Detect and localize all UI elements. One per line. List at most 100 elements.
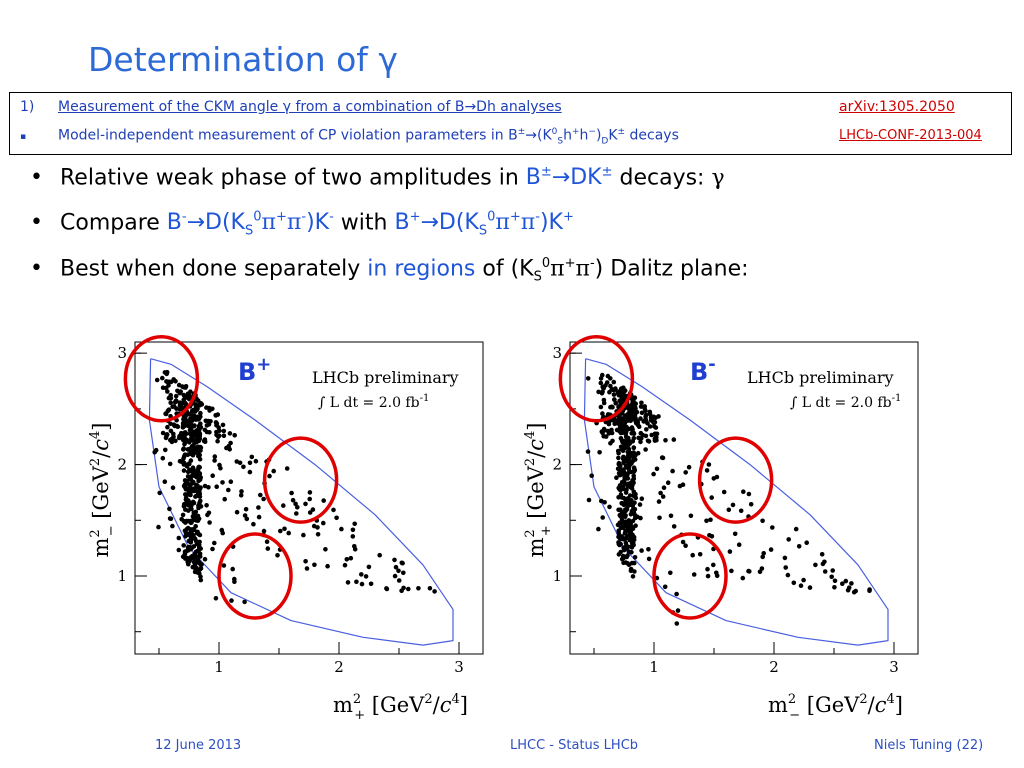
event-point xyxy=(688,513,694,519)
event-point xyxy=(607,389,612,395)
event-point xyxy=(768,547,774,552)
region-circle xyxy=(123,335,200,423)
event-point xyxy=(639,410,645,416)
event-point xyxy=(284,466,290,471)
event-point xyxy=(238,493,244,498)
event-point xyxy=(401,570,406,576)
event-point xyxy=(635,450,641,456)
event-point xyxy=(610,438,615,444)
event-point xyxy=(289,490,294,496)
event-point xyxy=(813,562,818,568)
event-point xyxy=(632,466,637,472)
event-point xyxy=(624,487,629,492)
event-point xyxy=(215,438,220,444)
event-point xyxy=(220,422,226,428)
event-point xyxy=(177,458,183,464)
event-point xyxy=(599,429,605,434)
event-point xyxy=(363,574,369,579)
charge-label: B- xyxy=(690,354,716,386)
event-point xyxy=(608,404,613,410)
footer-center: LHCC - Status LHCb xyxy=(510,738,639,753)
event-point xyxy=(243,506,249,512)
event-point xyxy=(625,435,631,441)
event-point xyxy=(770,525,775,530)
event-point xyxy=(849,581,854,586)
dalitz-plot-b-plus: 1 2 3 1 2 3 B+ LHCb preliminary ∫ L dt = 2.0 fb-… xyxy=(88,335,484,720)
event-point xyxy=(711,562,716,568)
event-point xyxy=(175,388,180,394)
event-point xyxy=(643,447,648,452)
event-point xyxy=(163,411,168,416)
event-point xyxy=(180,434,186,440)
event-point xyxy=(746,491,752,497)
event-point xyxy=(662,584,668,590)
event-point xyxy=(168,428,174,434)
event-point xyxy=(165,424,170,430)
event-point xyxy=(249,454,255,460)
event-point xyxy=(843,578,849,584)
arxiv-link[interactable]: arXiv:1305.2050 xyxy=(839,99,955,115)
event-point xyxy=(221,563,227,568)
event-point xyxy=(265,546,271,551)
event-point xyxy=(214,484,219,489)
event-point xyxy=(160,430,166,436)
event-point xyxy=(193,509,199,515)
event-point xyxy=(192,536,198,541)
dalitz-plot-b-minus: 1 2 3 1 2 3 B- LHCb preliminary ∫ L dt = 2.0 fb-… xyxy=(523,335,919,720)
event-point xyxy=(832,578,838,584)
event-point xyxy=(171,422,177,427)
event-point xyxy=(709,534,715,539)
event-point xyxy=(181,430,187,436)
event-point xyxy=(176,435,182,441)
event-point xyxy=(633,523,638,528)
conf-note-link[interactable]: LHCb-CONF-2013-004 xyxy=(839,128,982,143)
event-point xyxy=(674,621,680,626)
y-tick-label: 2 xyxy=(552,456,562,474)
event-point xyxy=(183,492,188,497)
event-point xyxy=(748,502,754,507)
event-point xyxy=(152,450,157,455)
event-point xyxy=(604,380,610,385)
event-point xyxy=(659,455,665,460)
event-point xyxy=(671,524,677,529)
event-point xyxy=(172,399,178,405)
event-point xyxy=(190,466,196,471)
event-point xyxy=(214,429,219,435)
event-point xyxy=(176,547,182,553)
region-circle xyxy=(558,335,635,423)
region-circle xyxy=(262,436,339,524)
event-point xyxy=(657,515,662,521)
charge-label: B+ xyxy=(238,354,271,386)
event-point xyxy=(166,383,171,388)
event-point xyxy=(227,431,233,436)
event-point xyxy=(201,438,207,444)
event-point xyxy=(619,500,624,506)
event-point xyxy=(668,513,674,519)
event-point xyxy=(628,469,634,475)
event-point xyxy=(193,518,199,523)
x-tick-label: 1 xyxy=(649,658,659,676)
event-point xyxy=(625,481,631,487)
event-point xyxy=(168,437,173,443)
event-point xyxy=(193,524,198,529)
event-point xyxy=(651,471,656,477)
event-point xyxy=(605,428,611,434)
event-point xyxy=(212,454,218,459)
event-point xyxy=(729,568,734,574)
event-point xyxy=(187,431,193,437)
event-point xyxy=(350,534,356,539)
event-point xyxy=(187,427,193,433)
event-point xyxy=(173,438,178,444)
event-point xyxy=(156,524,161,530)
event-point xyxy=(704,518,709,524)
event-point xyxy=(261,496,266,502)
event-point xyxy=(622,413,627,418)
x-tick-label: 3 xyxy=(889,658,899,676)
event-point xyxy=(195,493,201,498)
event-point xyxy=(637,502,643,507)
event-point xyxy=(656,414,661,419)
event-point xyxy=(683,470,688,475)
event-point xyxy=(629,427,635,432)
kinematic-boundary xyxy=(148,358,454,646)
event-point xyxy=(222,496,227,502)
